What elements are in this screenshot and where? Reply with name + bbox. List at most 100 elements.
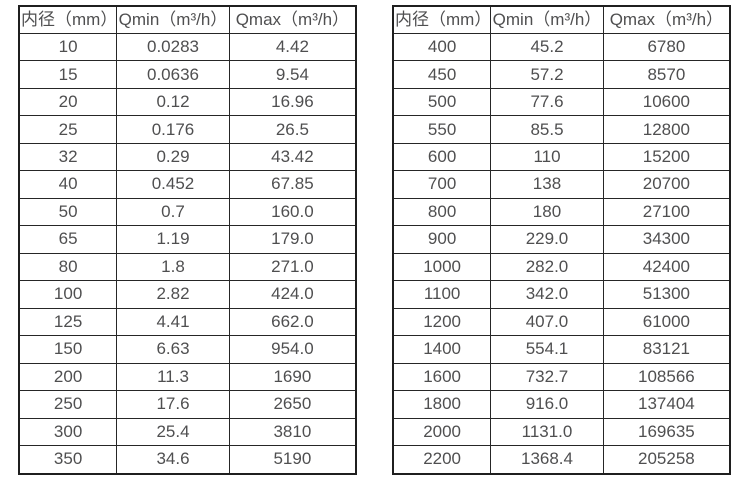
table-cell: 0.176	[116, 115, 230, 144]
table-cell: 1400	[392, 335, 492, 364]
table-row: 1000 282.0 42400	[392, 252, 731, 282]
table-cell: 6.63	[116, 335, 230, 364]
table-cell: 4.42	[228, 32, 357, 62]
table-row: 65 1.19 179.0	[18, 225, 357, 254]
table-row: 80 1.8 271.0	[18, 252, 357, 282]
table-cell: 108566	[602, 362, 731, 392]
table-cell: 179.0	[228, 225, 357, 254]
table-row: 900 229.0 34300	[392, 225, 731, 254]
table-cell: 34.6	[116, 445, 230, 475]
table-row: 350 34.6 5190	[18, 445, 357, 475]
table-cell: 0.0636	[116, 60, 230, 89]
table-row: 2200 1368.4 205258	[392, 445, 731, 475]
header-row: 内径（mm） Qmin（m³/h） Qmax（m³/h）	[392, 5, 731, 34]
table-row: 2000 1131.0 169635	[392, 417, 731, 447]
col-header-qmin: Qmin（m³/h）	[490, 5, 604, 34]
table-header: 内径（mm） Qmin（m³/h） Qmax（m³/h）	[392, 5, 731, 34]
table-cell: 554.1	[490, 335, 604, 364]
table-cell: 282.0	[490, 252, 604, 282]
table-cell: 27100	[602, 197, 731, 227]
table-cell: 1200	[392, 307, 492, 337]
table-cell: 271.0	[228, 252, 357, 282]
table-row: 15 0.0636 9.54	[18, 60, 357, 89]
table-cell: 450	[392, 60, 492, 89]
table-body: 400 45.2 6780 450 57.2 8570 500 77.6 10600 550 85.…	[392, 32, 731, 475]
table-row: 500 77.6 10600	[392, 87, 731, 117]
table-row: 1400 554.1 83121	[392, 335, 731, 364]
table-cell: 1800	[392, 390, 492, 419]
table-cell: 50	[18, 197, 118, 227]
table-row: 600 110 15200	[392, 142, 731, 172]
table-cell: 150	[18, 335, 118, 364]
table-cell: 800	[392, 197, 492, 227]
table-cell: 20700	[602, 170, 731, 199]
table-row: 700 138 20700	[392, 170, 731, 199]
table-row: 150 6.63 954.0	[18, 335, 357, 364]
table-cell: 0.0283	[116, 32, 230, 62]
table-cell: 1.8	[116, 252, 230, 282]
table-cell: 600	[392, 142, 492, 172]
table-row: 1200 407.0 61000	[392, 307, 731, 337]
table-cell: 138	[490, 170, 604, 199]
table-cell: 5190	[228, 445, 357, 475]
table-row: 25 0.176 26.5	[18, 115, 357, 144]
table-cell: 10600	[602, 87, 731, 117]
table-cell: 0.452	[116, 170, 230, 199]
table-cell: 250	[18, 390, 118, 419]
table-cell: 25	[18, 115, 118, 144]
table-cell: 2650	[228, 390, 357, 419]
table-cell: 15200	[602, 142, 731, 172]
table-cell: 8570	[602, 60, 731, 89]
table-row: 800 180 27100	[392, 197, 731, 227]
table-cell: 11.3	[116, 362, 230, 392]
table-cell: 85.5	[490, 115, 604, 144]
table-cell: 65	[18, 225, 118, 254]
table-cell: 137404	[602, 390, 731, 419]
table-cell: 16.96	[228, 87, 357, 117]
header-row: 内径（mm） Qmin（m³/h） Qmax（m³/h）	[18, 5, 357, 34]
table-cell: 954.0	[228, 335, 357, 364]
table-cell: 43.42	[228, 142, 357, 172]
table-cell: 4.41	[116, 307, 230, 337]
table-cell: 32	[18, 142, 118, 172]
table-cell: 2000	[392, 417, 492, 447]
table-cell: 200	[18, 362, 118, 392]
table-cell: 160.0	[228, 197, 357, 227]
col-header-inner-diameter: 内径（mm）	[392, 5, 492, 34]
table-cell: 662.0	[228, 307, 357, 337]
table-cell: 229.0	[490, 225, 604, 254]
table-cell: 0.7	[116, 197, 230, 227]
table-row: 100 2.82 424.0	[18, 280, 357, 309]
table-row: 1600 732.7 108566	[392, 362, 731, 392]
table-row: 20 0.12 16.96	[18, 87, 357, 117]
table-cell: 1600	[392, 362, 492, 392]
table-row: 300 25.4 3810	[18, 417, 357, 447]
table-cell: 169635	[602, 417, 731, 447]
table-cell: 17.6	[116, 390, 230, 419]
table-row: 50 0.7 160.0	[18, 197, 357, 227]
table-cell: 42400	[602, 252, 731, 282]
table-cell: 26.5	[228, 115, 357, 144]
table-row: 200 11.3 1690	[18, 362, 357, 392]
table-cell: 10	[18, 32, 118, 62]
table-cell: 916.0	[490, 390, 604, 419]
table-cell: 25.4	[116, 417, 230, 447]
table-cell: 1000	[392, 252, 492, 282]
table-row: 10 0.0283 4.42	[18, 32, 357, 62]
table-row: 450 57.2 8570	[392, 60, 731, 89]
table-cell: 6780	[602, 32, 731, 62]
table-cell: 3810	[228, 417, 357, 447]
table-cell: 12800	[602, 115, 731, 144]
table-cell: 205258	[602, 445, 731, 475]
table-cell: 424.0	[228, 280, 357, 309]
table-row: 32 0.29 43.42	[18, 142, 357, 172]
table-cell: 77.6	[490, 87, 604, 117]
table-cell: 700	[392, 170, 492, 199]
table-cell: 15	[18, 60, 118, 89]
table-cell: 100	[18, 280, 118, 309]
table-body: 10 0.0283 4.42 15 0.0636 9.54 20 0.12 16.96 25 0.1…	[18, 32, 357, 475]
table-row: 1800 916.0 137404	[392, 390, 731, 419]
table-cell: 407.0	[490, 307, 604, 337]
table-cell: 20	[18, 87, 118, 117]
